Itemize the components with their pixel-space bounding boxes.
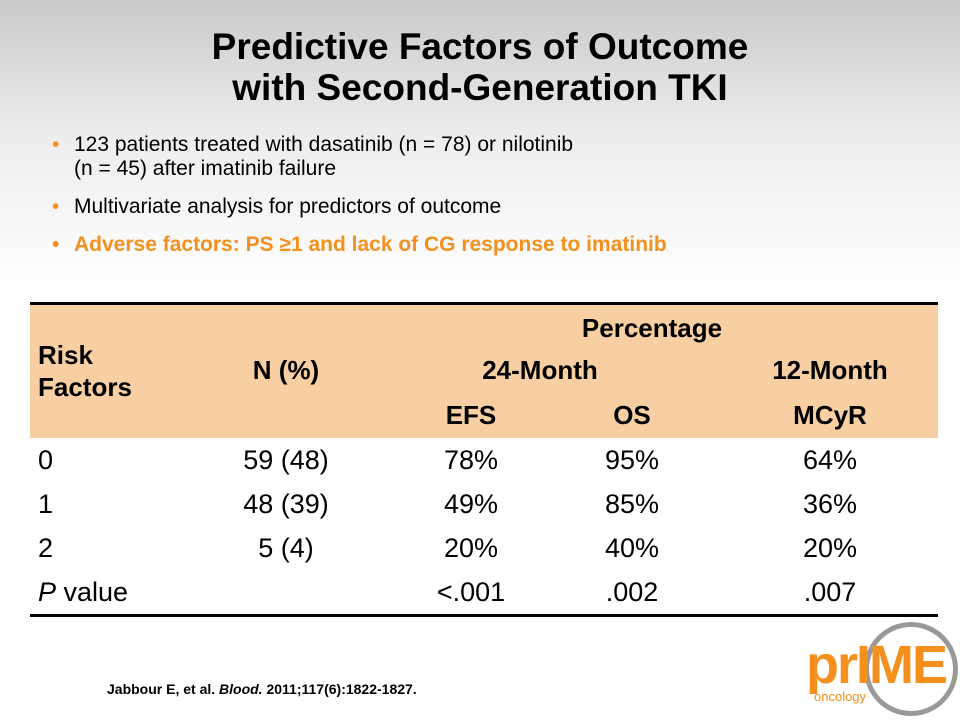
header-mcyr: MCyR bbox=[793, 400, 867, 430]
table-row-p-value: P value <.001 .002 .007 bbox=[30, 570, 938, 614]
header-os: OS bbox=[613, 400, 651, 430]
header-n-percent: N (%) bbox=[252, 355, 320, 385]
title-line-1: Predictive Factors of Outcome bbox=[211, 26, 749, 67]
header-risk-factors: Risk Factors bbox=[38, 339, 132, 403]
cell-mcyr: 20% bbox=[802, 533, 858, 563]
table-row: 0 59 (48) 78% 95% 64% bbox=[30, 438, 938, 482]
cell-os: 85% bbox=[604, 489, 660, 519]
p-italic: P bbox=[38, 577, 57, 607]
bullet-item-1: • 123 patients treated with dasatinib (n… bbox=[50, 133, 920, 181]
slide-title: Predictive Factors of Outcome with Secon… bbox=[0, 26, 960, 108]
cell-n: 48 (39) bbox=[243, 489, 329, 519]
risk-factors-table: Risk Factors N (%) Percentage 24-Month 1… bbox=[30, 302, 938, 617]
cell-os: 40% bbox=[604, 533, 660, 563]
citation-journal: Blood. bbox=[219, 681, 263, 697]
cell-efs: 49% bbox=[443, 489, 499, 519]
logo-wordmark: prIME bbox=[806, 635, 948, 695]
bullet-3-text: Adverse factors: PS ≥1 and lack of CG re… bbox=[74, 233, 667, 256]
header-12-month: 12-Month bbox=[772, 355, 888, 385]
header-efs: EFS bbox=[445, 400, 497, 430]
cell-os: 95% bbox=[604, 445, 660, 475]
cell-efs: <.001 bbox=[436, 577, 506, 607]
cell-os: .002 bbox=[605, 577, 659, 607]
cell-risk: 2 bbox=[38, 533, 54, 563]
cell-mcyr: 64% bbox=[802, 445, 858, 475]
cell-mcyr: 36% bbox=[802, 489, 858, 519]
table-header: Risk Factors N (%) Percentage 24-Month 1… bbox=[30, 305, 938, 438]
header-risk-line-1: Risk bbox=[38, 340, 93, 370]
header-percentage: Percentage bbox=[581, 313, 723, 343]
bullet-item-2: • Multivariate analysis for predictors o… bbox=[50, 195, 920, 219]
bullet-1-line-1: 123 patients treated with dasatinib (n =… bbox=[74, 133, 574, 156]
prime-oncology-logo: prIME oncology bbox=[806, 622, 960, 720]
logo-subtitle: oncology bbox=[814, 689, 867, 704]
bullet-item-3: • Adverse factors: PS ≥1 and lack of CG … bbox=[50, 233, 920, 257]
bullet-dot-icon: • bbox=[52, 233, 60, 256]
cell-efs: 20% bbox=[443, 533, 499, 563]
logo-ring-icon bbox=[864, 622, 958, 716]
citation-authors: Jabbour E, et al. bbox=[107, 681, 220, 697]
citation-ref: 2011;117(6):1822-1827. bbox=[262, 681, 417, 697]
cell-p-value-label: P value bbox=[38, 577, 128, 608]
cell-efs: 78% bbox=[443, 445, 499, 475]
bullet-list: • 123 patients treated with dasatinib (n… bbox=[50, 133, 920, 271]
bullet-dot-icon: • bbox=[52, 195, 60, 218]
cell-risk: 0 bbox=[38, 445, 54, 475]
cell-mcyr: .007 bbox=[803, 577, 857, 607]
header-24-month: 24-Month bbox=[482, 355, 598, 385]
cell-n: 5 (4) bbox=[258, 533, 314, 563]
header-risk-line-2: Factors bbox=[38, 372, 132, 402]
bullet-2-text: Multivariate analysis for predictors of … bbox=[74, 195, 502, 218]
citation: Jabbour E, et al. Blood. 2011;117(6):182… bbox=[107, 681, 417, 697]
bullet-dot-icon: • bbox=[52, 133, 60, 156]
table-row: 2 5 (4) 20% 40% 20% bbox=[30, 526, 938, 570]
title-line-2: with Second-Generation TKI bbox=[232, 67, 728, 108]
bullet-1-line-2: (n = 45) after imatinib failure bbox=[74, 157, 337, 180]
cell-risk: 1 bbox=[38, 489, 54, 519]
p-value-suffix: value bbox=[56, 577, 129, 607]
cell-n: 59 (48) bbox=[243, 445, 329, 475]
table-row: 1 48 (39) 49% 85% 36% bbox=[30, 482, 938, 526]
